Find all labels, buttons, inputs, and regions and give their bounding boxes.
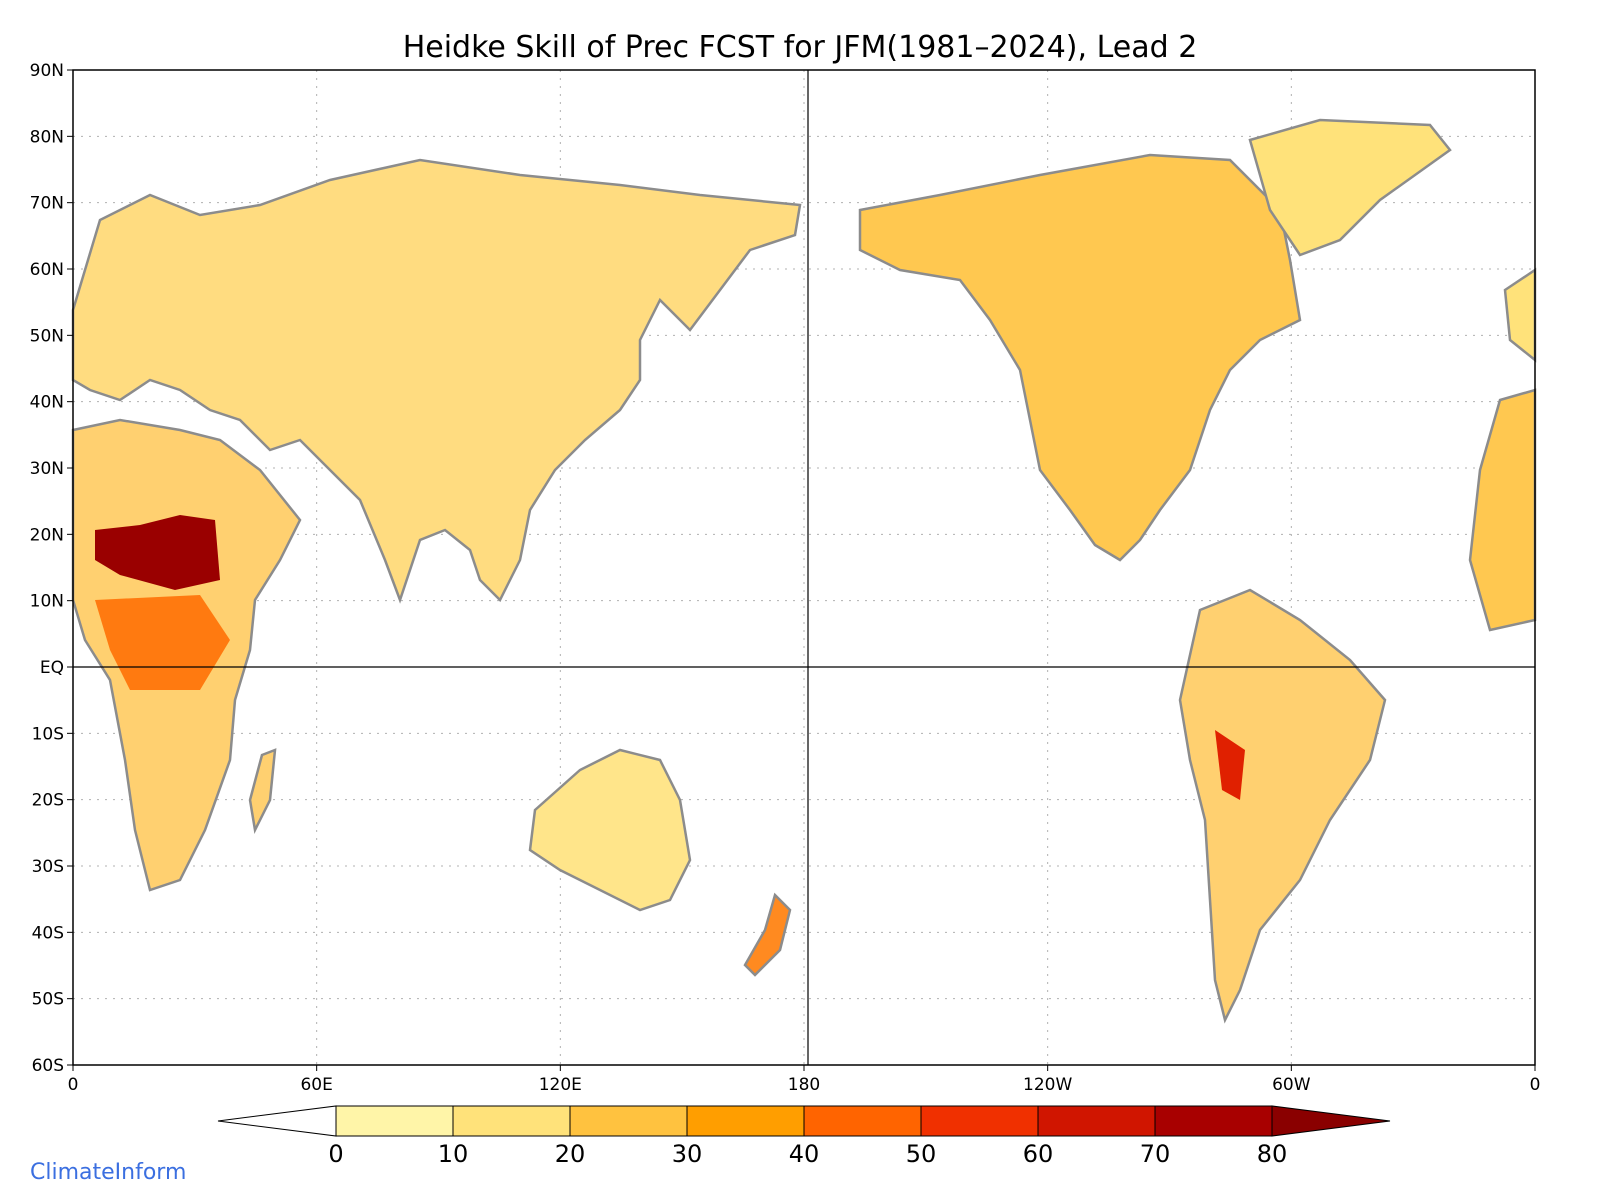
south-america-landmass <box>1178 588 1387 1024</box>
lon-tick-label: 60E <box>300 1075 332 1095</box>
latitude-axis: 90N 80N 70N 60N 50N 40N 30N 20N 10N EQ 10S 20S 30S 40… <box>30 61 73 1076</box>
lat-tick-label: EQ <box>40 658 64 678</box>
eurasia-landmass <box>71 158 802 604</box>
lat-tick-label: 90N <box>30 61 64 81</box>
colorbar-segment <box>920 1105 1039 1137</box>
colorbar-tick-label: 10 <box>438 1140 469 1168</box>
lat-tick-label: 40S <box>32 923 64 943</box>
andes-hotspot <box>1215 730 1245 800</box>
north-america-landmass <box>858 153 1302 562</box>
colorbar-tick-label: 80 <box>1257 1140 1288 1168</box>
colorbar: 0 10 20 30 40 50 60 70 80 <box>217 1105 1391 1168</box>
colorbar-segment <box>1037 1105 1156 1137</box>
greenland-landmass <box>1248 118 1452 257</box>
sahel-hotspot <box>95 515 220 590</box>
lat-tick-label: 80N <box>30 127 64 147</box>
madagascar-landmass <box>248 748 277 834</box>
lat-tick-label: 60S <box>32 1056 64 1076</box>
lon-tick-label: 0 <box>68 1075 79 1095</box>
colorbar-segment <box>1154 1105 1273 1137</box>
colorbar-tick-label: 30 <box>672 1140 703 1168</box>
lat-tick-label: 40N <box>30 393 64 413</box>
colorbar-segment <box>686 1105 805 1137</box>
colorbar-tick-label: 70 <box>1140 1140 1171 1168</box>
lat-tick-label: 50N <box>30 326 64 346</box>
lat-tick-label: 30N <box>30 459 64 479</box>
colorbar-segment <box>569 1105 688 1137</box>
lon-tick-label: 120W <box>1023 1075 1072 1095</box>
colorbar-tick-label: 0 <box>328 1140 343 1168</box>
chart-title: Heidke Skill of Prec FCST for JFM(1981–2… <box>403 30 1198 65</box>
lat-tick-label: 60N <box>30 260 64 280</box>
longitude-axis: 0 60E 120E 180 120W 60W 0 <box>68 1065 1541 1095</box>
lon-tick-label: 0 <box>1530 1075 1541 1095</box>
colorbar-segment <box>452 1105 571 1137</box>
lon-tick-label: 60W <box>1272 1075 1311 1095</box>
equatorial-africa-hotspot <box>95 595 230 690</box>
lat-tick-label: 20N <box>30 525 64 545</box>
credit-label: ClimateInform <box>30 1160 187 1185</box>
lat-tick-label: 10N <box>30 592 64 612</box>
lat-tick-label: 50S <box>32 990 64 1010</box>
lat-tick-label: 10S <box>32 724 64 744</box>
lon-tick-label: 120E <box>539 1075 582 1095</box>
australia-landmass <box>528 748 692 912</box>
lat-tick-label: 70N <box>30 194 64 214</box>
lat-tick-label: 20S <box>32 791 64 811</box>
land-shading <box>71 118 1537 1024</box>
lon-tick-label: 180 <box>788 1075 820 1095</box>
colorbar-tick-label: 50 <box>906 1140 937 1168</box>
colorbar-under-triangle <box>217 1105 337 1137</box>
lat-tick-label: 30S <box>32 857 64 877</box>
colorbar-tick-label: 20 <box>555 1140 586 1168</box>
colorbar-tick-label: 60 <box>1023 1140 1054 1168</box>
colorbar-over-triangle <box>1271 1105 1391 1137</box>
gridlines <box>73 70 1535 1065</box>
colorbar-tick-label: 40 <box>789 1140 820 1168</box>
colorbar-segment <box>335 1105 454 1137</box>
colorbar-segment <box>803 1105 922 1137</box>
map-panel <box>71 69 1537 1066</box>
new-zealand-landmass <box>743 892 792 977</box>
